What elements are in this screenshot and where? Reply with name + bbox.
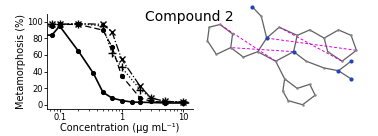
X-axis label: Concentration (μg mL⁻¹): Concentration (μg mL⁻¹) <box>60 123 180 133</box>
Y-axis label: Metamorphosis (%): Metamorphosis (%) <box>16 14 26 109</box>
Text: Compound 2: Compound 2 <box>145 10 233 24</box>
